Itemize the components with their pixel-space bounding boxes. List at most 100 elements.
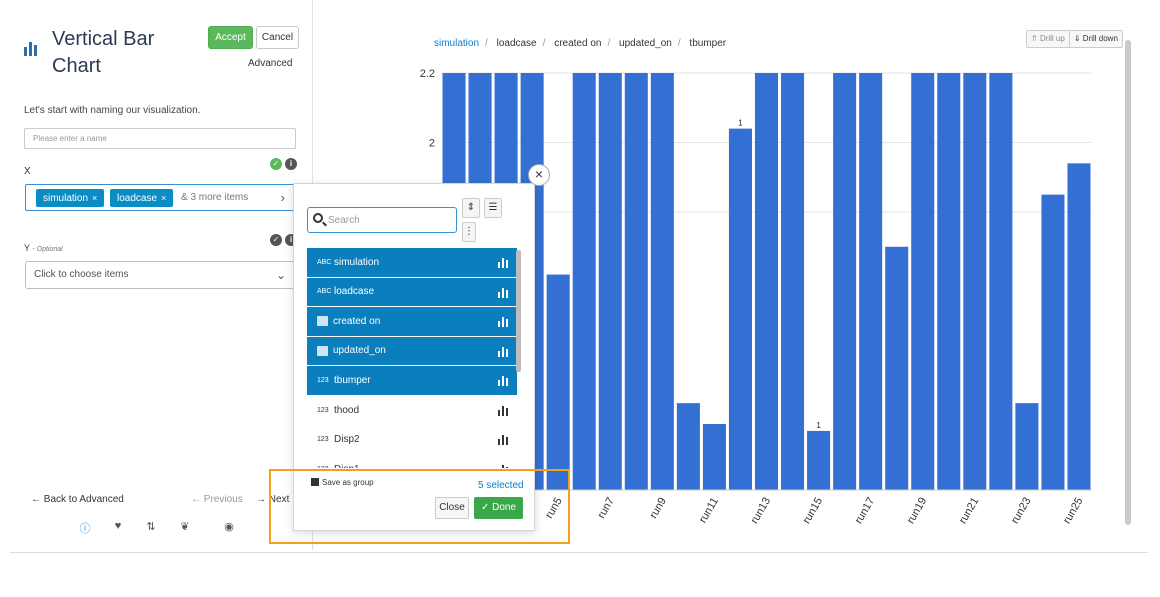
x-tick-label-run23: run23 (1009, 496, 1033, 526)
breadcrumb-item[interactable]: created on (554, 38, 602, 49)
more-options-icon[interactable]: ⋮ (462, 222, 476, 242)
list-item-label: Disp1 (334, 464, 360, 468)
sort-toggle-icon[interactable]: ⇕ (462, 198, 480, 218)
search-icon (313, 213, 323, 223)
x-tick-label-run21: run21 (957, 496, 981, 526)
bar-run20[interactable] (937, 73, 961, 490)
save-as-group-button[interactable]: Save as group (311, 478, 374, 487)
info-circle-icon[interactable]: ⓘ (79, 523, 91, 535)
data-label-run15: 1 (816, 421, 821, 430)
done-button[interactable]: ✓ Done (474, 497, 523, 519)
eye-icon[interactable]: ◉ (224, 521, 234, 533)
number-type-icon: 123 (317, 376, 329, 384)
bar-chart-icon (498, 434, 509, 445)
bar-run7[interactable] (598, 73, 622, 490)
bar-chart-icon (498, 316, 509, 327)
list-item-label: created on (333, 315, 381, 327)
bar-run9[interactable] (650, 73, 674, 490)
y-tick-label: 2.2 (420, 68, 435, 80)
close-button[interactable]: Close (435, 497, 469, 519)
bar-run23[interactable] (1015, 403, 1039, 490)
list-item-label: Disp2 (334, 434, 360, 446)
y-tick-label: 2 (429, 138, 435, 150)
bar-run25[interactable] (1067, 163, 1091, 490)
prev-label: Previous (203, 494, 243, 505)
list-item-disp1[interactable]: 123 Disp1 (307, 455, 517, 468)
search-box[interactable] (307, 207, 457, 233)
chip-loadcase[interactable]: loadcase × (110, 189, 174, 207)
bar-run17[interactable] (859, 73, 883, 490)
y-axis-select[interactable]: Click to choose items ⌄ (25, 261, 295, 289)
calendar-icon (317, 345, 328, 356)
advanced-link[interactable]: Advanced (248, 58, 293, 69)
bar-run19[interactable] (911, 73, 935, 490)
bar-run13[interactable] (754, 73, 779, 490)
bar-run11[interactable] (702, 423, 726, 490)
more-items-text: & 3 more items (181, 192, 249, 203)
bar-run18[interactable] (885, 246, 909, 490)
selected-count[interactable]: 5 selected (478, 480, 524, 491)
list-scrollbar[interactable] (516, 250, 521, 372)
list-item-thood[interactable]: 123 thood (307, 396, 517, 426)
breadcrumb-item[interactable]: updated_on (619, 38, 672, 49)
breadcrumb-item[interactable]: loadcase (496, 38, 537, 49)
bar-run6[interactable] (572, 73, 596, 490)
optional-text: - Optional (32, 246, 63, 253)
sort-icon[interactable]: ⇅ (146, 521, 156, 533)
filter-settings-icon[interactable]: ☰ (484, 198, 502, 218)
search-input[interactable] (328, 212, 448, 228)
list-item-simulation[interactable]: ABC simulation (307, 248, 517, 278)
chevron-right-icon[interactable]: › (280, 190, 285, 205)
chip-simulation[interactable]: simulation × (36, 189, 105, 207)
breadcrumb-item[interactable]: simulation (434, 38, 480, 49)
drill-down-button[interactable]: ⇓ Drill down (1068, 31, 1122, 47)
calendar-icon (317, 316, 328, 327)
bar-run12[interactable] (728, 128, 752, 490)
bar-run10[interactable] (676, 403, 700, 490)
list-item-label: updated_on (333, 345, 386, 357)
config-panel: Vertical Bar Chart Accept Cancel Advance… (0, 0, 313, 550)
bar-run16[interactable] (833, 73, 857, 490)
palette-icon[interactable]: ♥ (114, 520, 122, 532)
previous-button[interactable]: ← Previous (191, 494, 243, 505)
data-label-run12: 1 (738, 119, 743, 128)
list-item-created-on[interactable]: created on (307, 307, 517, 337)
bar-chart-icon (498, 346, 509, 357)
list-item-tbumper[interactable]: 123 tbumper (307, 366, 517, 396)
back-label: Back to Advanced (43, 494, 124, 505)
bar-run8[interactable] (624, 73, 648, 490)
bar-run22[interactable] (989, 73, 1013, 490)
x-axis-label: X (24, 166, 31, 177)
bar-run21[interactable] (963, 73, 987, 490)
list-item-disp2[interactable]: 123 Disp2 (307, 425, 517, 455)
scrollbar[interactable] (1125, 40, 1131, 525)
list-item-updated-on[interactable]: updated_on (307, 336, 517, 366)
name-input[interactable] (24, 128, 296, 149)
x-axis-selector[interactable]: simulation × loadcase × & 3 more items › (25, 184, 296, 211)
close-icon[interactable]: × (528, 164, 550, 186)
back-to-advanced-link[interactable]: ← Back to Advanced (31, 494, 124, 505)
breadcrumb-item[interactable]: tbumper (689, 38, 727, 49)
paint-icon[interactable]: ❦ (180, 521, 190, 533)
remove-icon[interactable]: × (92, 193, 98, 203)
arrow-left-icon: ← (191, 494, 204, 505)
cancel-button[interactable]: Cancel (256, 26, 299, 49)
bar-run24[interactable] (1041, 194, 1065, 490)
check-icon: ✓ (270, 158, 282, 170)
next-button[interactable]: → Next (256, 494, 289, 505)
remove-icon[interactable]: × (161, 193, 167, 203)
list-item-label: tbumper (334, 374, 371, 386)
divider (10, 552, 1148, 553)
list-item-loadcase[interactable]: ABC loadcase (307, 277, 517, 307)
bar-run5[interactable] (546, 274, 570, 490)
list-item-label: simulation (334, 256, 380, 268)
info-icon[interactable]: i (285, 158, 297, 170)
drill-up-button[interactable]: ⇑ Drill up (1031, 34, 1065, 43)
check-icon: ✓ (480, 502, 493, 513)
bar-run15[interactable] (807, 430, 831, 490)
bar-run14[interactable] (781, 73, 805, 490)
highlight-annotation (269, 469, 570, 544)
accept-button[interactable]: Accept (208, 26, 253, 49)
